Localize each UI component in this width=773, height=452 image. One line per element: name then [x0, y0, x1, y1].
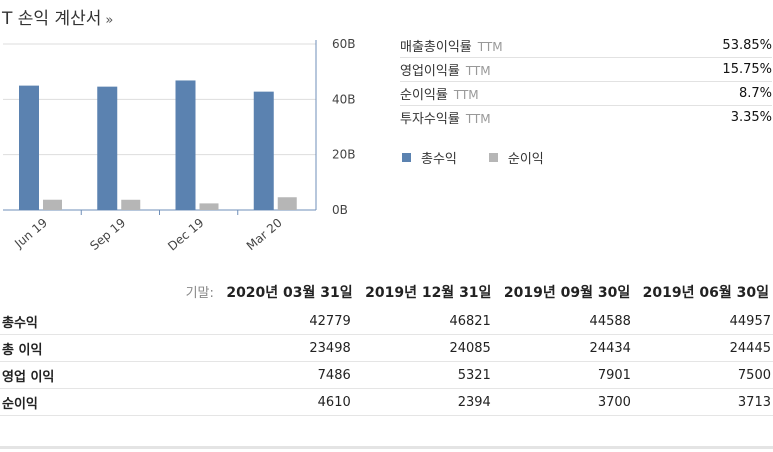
ttm-tag: TTM — [465, 64, 491, 78]
legend-label-net-income: 순이익 — [507, 152, 544, 167]
row-label: 순이익 — [0, 388, 215, 416]
bottom-divider — [0, 446, 773, 449]
legend-swatch-revenue — [402, 153, 411, 162]
period-label: 기말: — [185, 286, 214, 301]
table-cell: 7500 — [634, 361, 773, 389]
ratio-row-roi: 투자수익률 TTM 3.35% — [400, 106, 772, 129]
ratio-row-gross-margin: 매출총이익률 TTM 53.85% — [400, 34, 772, 58]
table-cell: 24085 — [354, 334, 495, 362]
ratio-label: 매출총이익률 — [400, 40, 472, 55]
legend-swatch-net-income — [488, 153, 498, 162]
ratio-label: 투자수익률 — [400, 112, 460, 127]
table-row: 총수익 42779 46821 44588 44957 — [0, 308, 773, 335]
ttm-tag: TTM — [477, 40, 503, 54]
ratio-value: 15.75% — [722, 62, 772, 77]
ratio-label: 영업이익률 — [400, 64, 460, 79]
ratio-value: 53.85% — [722, 38, 772, 53]
legend-item-net-income[interactable]: 순이익 — [488, 148, 544, 167]
chart-legend: 총수익 순이익 — [402, 148, 544, 167]
table-cell: 5321 — [354, 361, 495, 389]
x-tick-label: Jun 19 — [11, 216, 50, 252]
table-cell: 7901 — [494, 361, 635, 389]
legend-item-revenue[interactable]: 총수익 — [402, 148, 457, 167]
y-tick-label: 0B — [332, 203, 348, 217]
period-date: 2019년 09월 30일 — [503, 285, 631, 301]
period-header: 기말: 2020년 03월 31일 2019년 12월 31일 2019년 09… — [186, 282, 769, 302]
period-date: 2020년 03월 31일 — [226, 285, 353, 301]
double-chevron-right-icon[interactable]: » — [105, 13, 114, 28]
row-label: 총 이익 — [0, 334, 215, 362]
section-title-text[interactable]: T 손익 계산서 — [2, 9, 102, 29]
table-row: 순이익 4610 2394 3700 3713 — [0, 388, 773, 416]
table-row: 총 이익 23498 24085 24434 24445 — [0, 334, 773, 362]
table-cell: 44957 — [634, 308, 773, 335]
section-title[interactable]: T 손익 계산서» — [2, 4, 113, 29]
table-cell: 3700 — [494, 388, 635, 416]
table-cell: 23498 — [214, 334, 355, 362]
table-row: 영업 이익 7486 5321 7901 7500 — [0, 361, 773, 389]
ttm-tag: TTM — [465, 112, 491, 126]
bar-net-income-jun-19 — [43, 199, 62, 210]
table-cell: 4610 — [214, 388, 355, 416]
ttm-tag: TTM — [453, 88, 479, 102]
table-cell: 7486 — [214, 361, 355, 389]
legend-label-revenue: 총수익 — [421, 152, 457, 167]
bar-revenue-jun-19 — [19, 85, 39, 210]
y-tick-label: 40B — [332, 92, 356, 106]
ratio-row-net-margin: 순이익률 TTM 8.7% — [400, 82, 772, 106]
bar-net-income-sep-19 — [121, 199, 141, 210]
y-tick-label: 20B — [332, 148, 356, 162]
table-cell: 44588 — [494, 308, 635, 335]
bar-revenue-dec-19 — [175, 80, 196, 210]
ratio-list: 매출총이익률 TTM 53.85% 영업이익률 TTM 15.75% 순이익률 TTM… — [400, 34, 772, 129]
ratio-value: 8.7% — [738, 86, 772, 101]
table-cell: 24434 — [494, 334, 635, 362]
table-cell: 46821 — [354, 308, 495, 335]
period-date: 2019년 12월 31일 — [365, 285, 492, 301]
income-statement-table: 총수익 42779 46821 44588 44957 총 이익 23498 2… — [0, 308, 773, 416]
table-cell: 3713 — [634, 388, 773, 416]
revenue-net-income-bar-chart: 60B 40B 20B 0B Jun 19 Sep 19 Dec 19 Mar 20 — [3, 37, 356, 254]
table-cell: 24445 — [634, 334, 773, 362]
x-tick-label: Dec 19 — [165, 216, 206, 254]
bar-revenue-sep-19 — [97, 86, 118, 210]
table-cell: 42779 — [214, 308, 355, 335]
period-date: 2019년 06월 30일 — [642, 285, 769, 301]
ratio-label: 순이익률 — [400, 88, 448, 103]
ratio-value: 3.35% — [730, 110, 772, 125]
x-tick-label: Sep 19 — [87, 216, 128, 254]
bar-net-income-mar-20 — [277, 197, 297, 210]
table-cell: 2394 — [354, 388, 495, 416]
y-tick-label: 60B — [332, 37, 356, 51]
bar-net-income-dec-19 — [199, 203, 219, 210]
x-tick-label: Mar 20 — [244, 216, 285, 254]
row-label: 총수익 — [0, 308, 215, 335]
row-label: 영업 이익 — [0, 361, 215, 389]
bar-revenue-mar-20 — [253, 91, 274, 210]
ratio-row-operating-margin: 영업이익률 TTM 15.75% — [400, 58, 772, 82]
